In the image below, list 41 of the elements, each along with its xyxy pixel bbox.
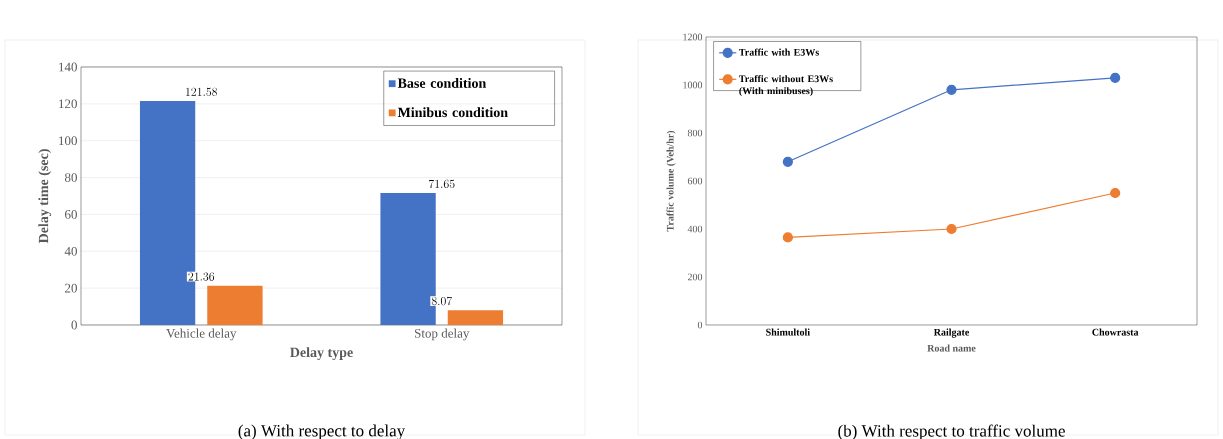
bar: [447, 310, 504, 325]
y-tick-label: 200: [687, 273, 703, 281]
y-tick-label: 0: [697, 321, 703, 329]
x-tick-label: Railgate: [933, 328, 970, 338]
x-tick-label: Shimultoli: [766, 328, 810, 336]
y-tick-label: 60: [65, 210, 77, 219]
legend-label: Minibus condition: [397, 107, 508, 118]
point: [1110, 72, 1121, 83]
bar: [207, 285, 263, 325]
point: [782, 156, 793, 167]
legend-label: Base condition: [397, 78, 487, 88]
data-label: 71 .65: [429, 179, 455, 189]
y-tick-label: 40: [64, 246, 77, 256]
y-axis-title: Traffic volume (Veh/hr): [666, 130, 676, 232]
point: [1110, 187, 1121, 199]
legend-label: Traffic without E3Ws (With minibuses): [739, 75, 833, 97]
y-tick-label: 600: [687, 177, 703, 185]
x-axis-title: Delay type: [290, 347, 353, 360]
point: [946, 84, 957, 95]
y-tick-label: 1200: [683, 33, 703, 41]
point: [946, 223, 957, 235]
y-axis-title: Delay time (sec): [38, 149, 52, 244]
y-tick-label: 140: [59, 62, 77, 72]
x-tick-label: Chowrasta: [1092, 328, 1139, 336]
y-tick-label: 1000: [683, 81, 703, 89]
x-tick-label: Stop delay: [415, 328, 470, 341]
point: [782, 232, 793, 243]
legend-label: Traffic with E3Ws: [739, 48, 819, 56]
y-tick-label: 20: [65, 283, 77, 293]
data-label: 121 .58: [186, 87, 218, 96]
x-tick-label: Vehicle delay: [166, 328, 237, 341]
x-axis-title: Road name: [927, 344, 976, 352]
y-tick-label: 100: [59, 136, 77, 146]
y-tick-label: 800: [687, 129, 703, 137]
bar: [380, 192, 436, 325]
y-tick-label: 400: [687, 225, 703, 233]
y-tick-label: 0: [71, 320, 77, 330]
data-label: 21 .36: [188, 272, 215, 281]
y-tick-label: 120: [59, 99, 77, 109]
y-tick-label: 80: [64, 173, 77, 182]
data-label: 8.07: [431, 296, 453, 306]
